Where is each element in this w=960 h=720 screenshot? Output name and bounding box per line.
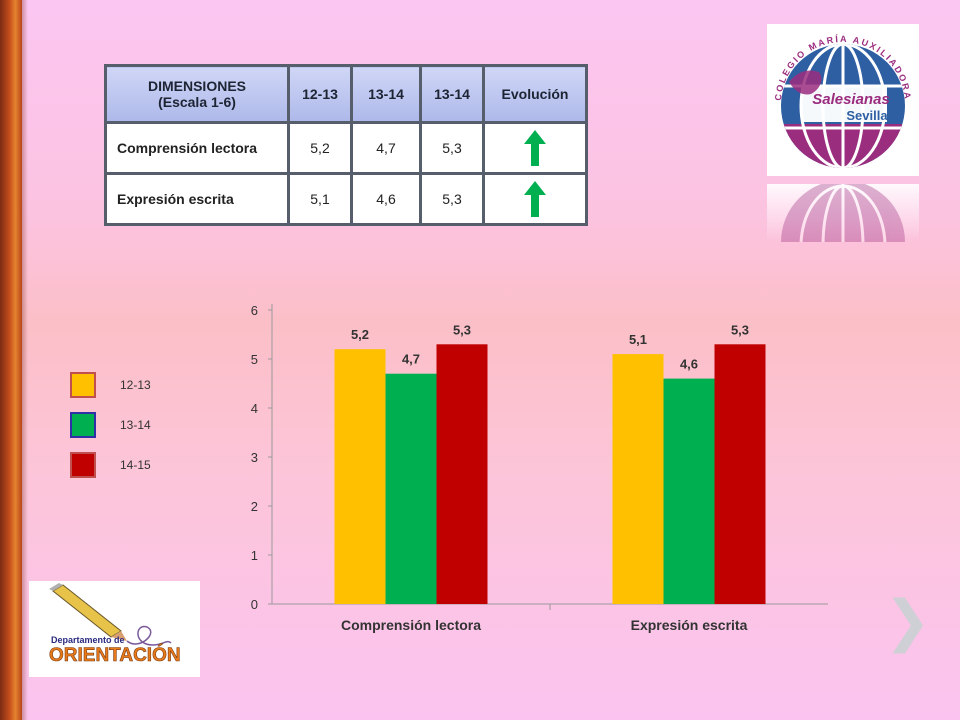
y-tick-label: 0: [251, 597, 258, 612]
bar: [612, 354, 664, 604]
orientacion-logo: Departamento de ORIENTACIÓN: [29, 581, 200, 677]
x-tick-label: Comprensión lectora: [341, 617, 481, 633]
bar: [663, 378, 715, 604]
logo-line1: Salesianas: [812, 91, 890, 108]
row-value: 5,3: [419, 121, 485, 175]
row-dimension-name: Expresión escrita: [104, 172, 290, 226]
left-decorative-bar: [0, 0, 28, 720]
legend-item: 14-15: [70, 452, 210, 478]
up-arrow-icon: [524, 130, 546, 166]
legend-swatch: [70, 412, 96, 438]
data-label: 4,7: [402, 352, 420, 367]
legend-label: 12-13: [120, 378, 151, 392]
legend-label: 14-15: [120, 458, 151, 472]
pencil-logo-icon: Departamento de ORIENTACIÓN: [49, 583, 181, 666]
row-value: 4,7: [350, 121, 422, 175]
y-tick-label: 4: [251, 401, 258, 416]
header-dimensiones-label: DIMENSIONES: [147, 78, 246, 94]
bar-chart: 0 1 2 3 4 5 6 5,2 4,7 5,3 Comprensión lectora 5,1 4,…: [251, 303, 828, 633]
table-header-row: DIMENSIONES (Escala 1-6) 12-13 13-14 13-…: [104, 64, 588, 124]
header-evolucion: Evolución: [482, 64, 588, 124]
up-arrow-icon: [524, 181, 546, 217]
x-tick-label: Expresión escrita: [631, 617, 748, 633]
legend-swatch: [70, 372, 96, 398]
header-dimensiones: DIMENSIONES (Escala 1-6): [104, 64, 290, 124]
data-label: 5,3: [731, 322, 749, 337]
row-value: 5,1: [287, 172, 353, 226]
legend-item: 13-14: [70, 412, 210, 438]
row-dimension-name: Comprensión lectora: [104, 121, 290, 175]
orientacion-line2: ORIENTACIÓN: [49, 644, 181, 666]
bar: [334, 349, 386, 604]
reflection-icon: [781, 184, 905, 242]
header-scale-label: (Escala 1-6): [158, 94, 236, 110]
legend-item: 12-13: [70, 372, 210, 398]
globe-logo-icon: Salesianas Sevilla COLEGIO MARÍA AUXILIA…: [773, 34, 911, 168]
bar: [714, 344, 766, 604]
header-year-1: 12-13: [287, 64, 353, 124]
orientacion-line1: Departamento de: [51, 635, 125, 645]
data-label: 5,1: [629, 332, 647, 347]
data-label: 5,3: [453, 322, 471, 337]
school-logo: Salesianas Sevilla COLEGIO MARÍA AUXILIA…: [767, 24, 919, 176]
header-year-2: 13-14: [350, 64, 422, 124]
row-evolution: [482, 121, 588, 175]
logo-reflection: [767, 184, 919, 242]
y-tick-label: 6: [251, 303, 258, 318]
row-value: 5,3: [419, 172, 485, 226]
legend-label: 13-14: [120, 418, 151, 432]
table-row: Expresión escrita 5,1 4,6 5,3: [104, 172, 588, 226]
data-label: 4,6: [680, 357, 698, 372]
y-tick-label: 1: [251, 548, 258, 563]
y-tick-label: 5: [251, 352, 258, 367]
row-evolution: [482, 172, 588, 226]
row-value: 4,6: [350, 172, 422, 226]
y-tick-label: 3: [251, 450, 258, 465]
data-label: 5,2: [351, 327, 369, 342]
legend-swatch: [70, 452, 96, 478]
table-row: Comprensión lectora 5,2 4,7 5,3: [104, 121, 588, 175]
header-year-3: 13-14: [419, 64, 485, 124]
y-tick-label: 2: [251, 499, 258, 514]
bar: [436, 344, 488, 604]
dimensions-table: DIMENSIONES (Escala 1-6) 12-13 13-14 13-…: [104, 64, 588, 226]
next-slide-icon[interactable]: ❯: [884, 589, 931, 654]
bar: [385, 373, 437, 604]
logo-line2: Sevilla: [846, 108, 888, 123]
row-value: 5,2: [287, 121, 353, 175]
